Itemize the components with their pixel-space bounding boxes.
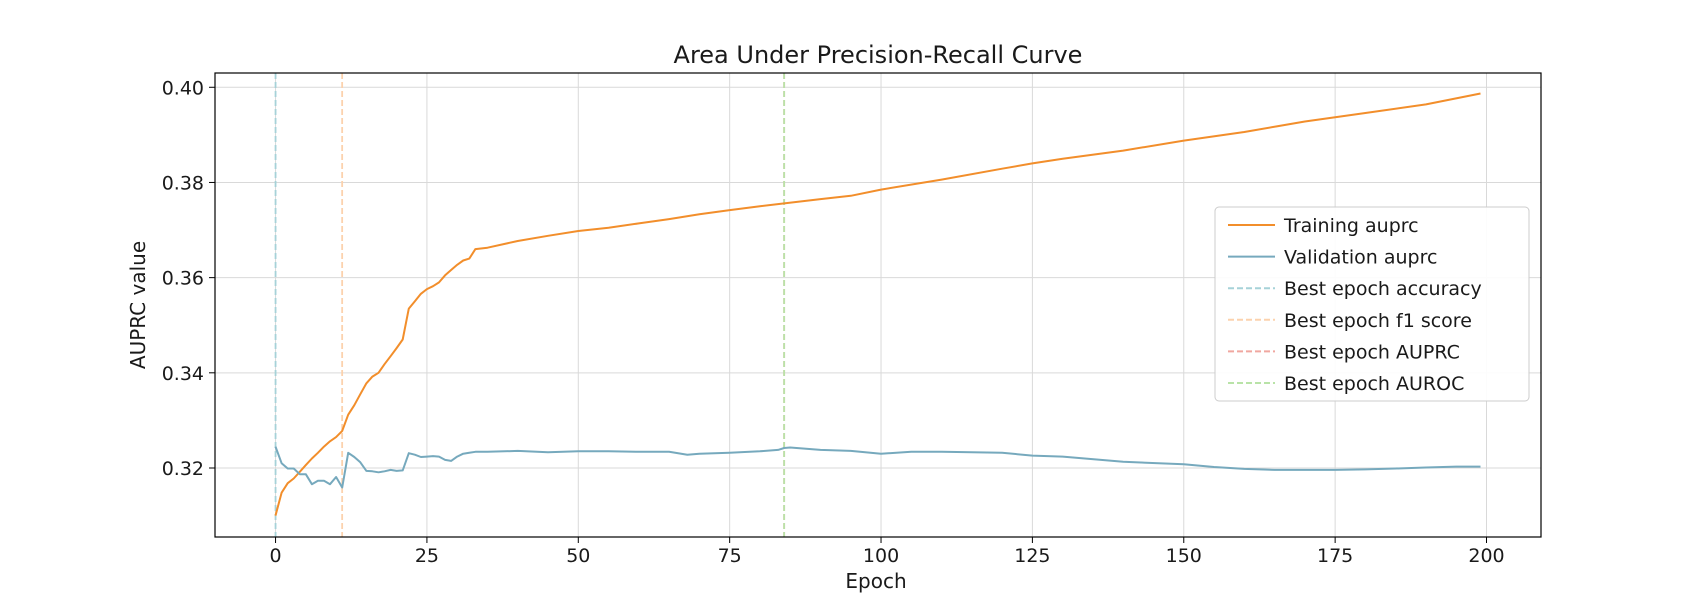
legend-label: Best epoch f1 score — [1284, 310, 1472, 332]
y-axis: 0.32 0.34 0.36 0.38 0.40 — [162, 77, 215, 480]
x-axis-label: Epoch — [845, 569, 906, 593]
y-axis-label: AUPRC value — [126, 241, 150, 369]
y-tick-label: 0.36 — [162, 268, 204, 290]
legend-box — [1214, 206, 1530, 402]
legend-label: Validation auprc — [1284, 247, 1437, 269]
legend-label: Best epoch AUPRC — [1284, 341, 1460, 363]
x-tick-label: 150 — [1166, 545, 1202, 567]
legend: Training auprc Validation auprc Best epoch… — [1214, 206, 1530, 402]
plot-frame — [214, 72, 1542, 538]
x-tick-label: 100 — [863, 545, 899, 567]
x-tick-label: 0 — [270, 545, 282, 567]
x-tick-label: 25 — [415, 545, 439, 567]
x-tick-label: 200 — [1468, 545, 1504, 567]
legend-label: Best epoch AUROC — [1284, 373, 1464, 395]
legend-label: Training auprc — [1283, 215, 1419, 237]
y-tick-label: 0.40 — [162, 77, 204, 99]
series-line-training-auprc — [274, 92, 1481, 516]
legend-label: Best epoch accuracy — [1284, 278, 1482, 300]
y-tick-label: 0.32 — [162, 458, 204, 480]
series-line-validation-auprc — [274, 446, 1481, 489]
best-epoch-lines — [274, 73, 786, 537]
x-tick-label: 125 — [1014, 545, 1050, 567]
x-axis: 0 25 50 75 100 125 150 175 200 — [270, 537, 1505, 567]
x-tick-label: 75 — [718, 545, 742, 567]
chart-title: Area Under Precision-Recall Curve — [674, 41, 1083, 69]
x-tick-label: 175 — [1317, 545, 1353, 567]
y-tick-label: 0.38 — [162, 172, 204, 194]
series-group — [274, 92, 1481, 516]
grid — [215, 73, 1541, 537]
y-tick-label: 0.34 — [162, 363, 204, 385]
x-tick-label: 50 — [566, 545, 590, 567]
